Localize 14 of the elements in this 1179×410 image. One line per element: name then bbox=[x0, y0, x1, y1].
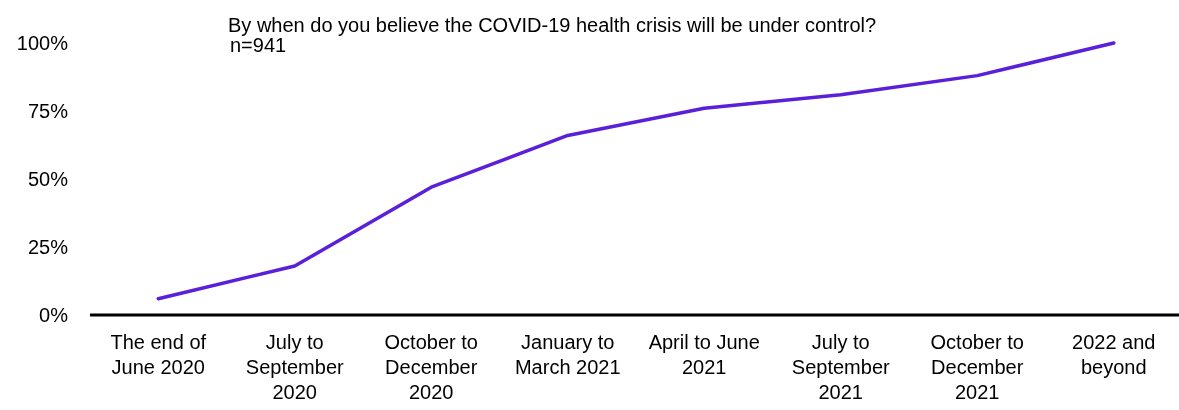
chart-title: By when do you believe the COVID-19 health crisis will be under control? bbox=[228, 14, 877, 36]
x-tick-label: October to December 2020 bbox=[384, 331, 478, 403]
x-tick-label: October to December 2021 bbox=[930, 331, 1024, 403]
y-tick-label: 25% bbox=[27, 236, 69, 258]
x-tick-label: 2022 and beyond bbox=[1072, 331, 1156, 378]
x-tick-label: April to June 2021 bbox=[648, 331, 760, 378]
x-tick-label: January to March 2021 bbox=[514, 331, 621, 378]
y-tick-label: 100% bbox=[16, 32, 69, 54]
x-tick-label: The end of June 2020 bbox=[110, 331, 207, 378]
x-tick-label: July to September 2021 bbox=[791, 331, 890, 403]
x-tick-label: July to September 2020 bbox=[245, 331, 344, 403]
y-tick-label: 0% bbox=[39, 304, 69, 326]
y-tick-label: 75% bbox=[27, 100, 69, 122]
y-tick-label: 50% bbox=[27, 168, 69, 190]
